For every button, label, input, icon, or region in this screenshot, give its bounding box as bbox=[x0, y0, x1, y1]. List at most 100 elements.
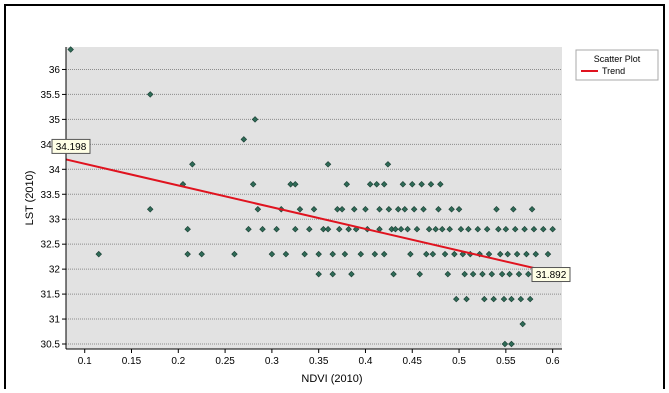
x-tick-label: 0.25 bbox=[215, 356, 235, 367]
data-point bbox=[498, 270, 506, 278]
data-point bbox=[497, 250, 504, 258]
y-tick-label: 32 bbox=[49, 265, 61, 276]
data-point bbox=[474, 225, 481, 233]
data-point bbox=[352, 225, 360, 233]
data-point bbox=[376, 206, 383, 213]
data-point bbox=[292, 225, 299, 233]
y-tick-label: 36 bbox=[49, 65, 61, 76]
data-point bbox=[292, 181, 299, 188]
data-point bbox=[425, 225, 433, 233]
data-point bbox=[310, 206, 318, 213]
y-tick-label: 32.5 bbox=[41, 240, 61, 251]
data-point bbox=[490, 295, 497, 303]
data-point bbox=[544, 250, 552, 258]
x-tick-label: 0.45 bbox=[403, 356, 423, 367]
data-point bbox=[479, 270, 486, 278]
data-point bbox=[549, 225, 556, 233]
data-point bbox=[336, 225, 343, 233]
y-axis-title: LST (2010) bbox=[24, 171, 36, 226]
x-axis-title: NDVI (2010) bbox=[301, 373, 362, 385]
data-point bbox=[287, 181, 294, 188]
data-point bbox=[324, 161, 332, 168]
data-point bbox=[465, 225, 472, 233]
data-point bbox=[451, 250, 458, 258]
data-point bbox=[444, 270, 452, 278]
data-point bbox=[504, 250, 511, 258]
data-point bbox=[530, 225, 538, 233]
data-point bbox=[513, 250, 521, 258]
data-point bbox=[348, 270, 355, 278]
data-point bbox=[469, 270, 477, 278]
data-point bbox=[517, 295, 525, 303]
value-callout-label: 31.892 bbox=[536, 270, 567, 281]
data-point bbox=[540, 225, 547, 233]
data-point bbox=[501, 340, 509, 348]
y-tick-label: 34 bbox=[49, 165, 61, 176]
data-point bbox=[476, 250, 483, 258]
data-point bbox=[184, 250, 191, 258]
data-point bbox=[457, 225, 465, 233]
x-tick-label: 0.4 bbox=[359, 356, 373, 367]
data-point bbox=[273, 225, 280, 233]
data-point bbox=[416, 270, 423, 278]
data-point bbox=[404, 225, 411, 233]
y-tick-label: 31.5 bbox=[41, 290, 61, 301]
data-point bbox=[459, 250, 467, 258]
data-point bbox=[351, 206, 358, 213]
data-point bbox=[249, 181, 257, 188]
data-point bbox=[495, 225, 502, 233]
data-point bbox=[345, 225, 352, 233]
data-point bbox=[392, 225, 399, 233]
data-point bbox=[528, 206, 536, 213]
scatter-points bbox=[67, 46, 558, 348]
data-point bbox=[254, 206, 262, 213]
data-point bbox=[320, 225, 327, 233]
data-point bbox=[455, 206, 463, 213]
legend-label-trend: Trend bbox=[602, 66, 625, 76]
data-point bbox=[481, 295, 488, 303]
data-point bbox=[508, 295, 515, 303]
data-point bbox=[453, 295, 460, 303]
data-point bbox=[446, 225, 453, 233]
data-point bbox=[362, 206, 369, 213]
data-point bbox=[488, 270, 496, 278]
x-tick-label: 0.6 bbox=[546, 356, 560, 367]
data-point bbox=[413, 225, 421, 233]
data-point bbox=[338, 206, 346, 213]
data-point bbox=[147, 206, 154, 213]
data-point bbox=[521, 225, 528, 233]
data-point bbox=[515, 270, 523, 278]
data-point bbox=[282, 250, 290, 258]
value-callouts: 34.198 31.892 bbox=[51, 138, 571, 283]
data-point bbox=[435, 206, 442, 213]
data-point bbox=[341, 250, 349, 258]
data-point bbox=[461, 270, 468, 278]
gridlines bbox=[66, 68, 562, 345]
data-point bbox=[523, 250, 530, 258]
data-point bbox=[395, 206, 402, 213]
value-callout-box bbox=[531, 267, 571, 283]
data-point bbox=[306, 225, 313, 233]
data-point bbox=[438, 225, 446, 233]
y-tick-label: 35 bbox=[49, 115, 61, 126]
data-point bbox=[390, 270, 397, 278]
data-point bbox=[198, 250, 205, 258]
data-point bbox=[441, 250, 449, 258]
x-axis-ticks: 0.1 0.15 0.2 0.25 0.3 0.35 0.4 0.45 0.5 0.55 0.6 bbox=[78, 349, 560, 367]
data-point bbox=[508, 340, 515, 348]
data-point bbox=[432, 225, 439, 233]
data-point bbox=[315, 250, 322, 258]
data-point bbox=[409, 181, 416, 188]
data-point bbox=[184, 225, 191, 233]
data-point bbox=[324, 225, 332, 233]
data-point bbox=[397, 225, 405, 233]
data-point bbox=[380, 250, 388, 258]
data-point bbox=[95, 250, 102, 258]
data-point bbox=[401, 206, 409, 213]
data-point bbox=[519, 320, 526, 328]
y-tick-label: 31 bbox=[49, 315, 61, 326]
y-tick-label: 33 bbox=[49, 215, 61, 226]
data-point bbox=[427, 181, 435, 188]
data-point bbox=[189, 161, 196, 168]
